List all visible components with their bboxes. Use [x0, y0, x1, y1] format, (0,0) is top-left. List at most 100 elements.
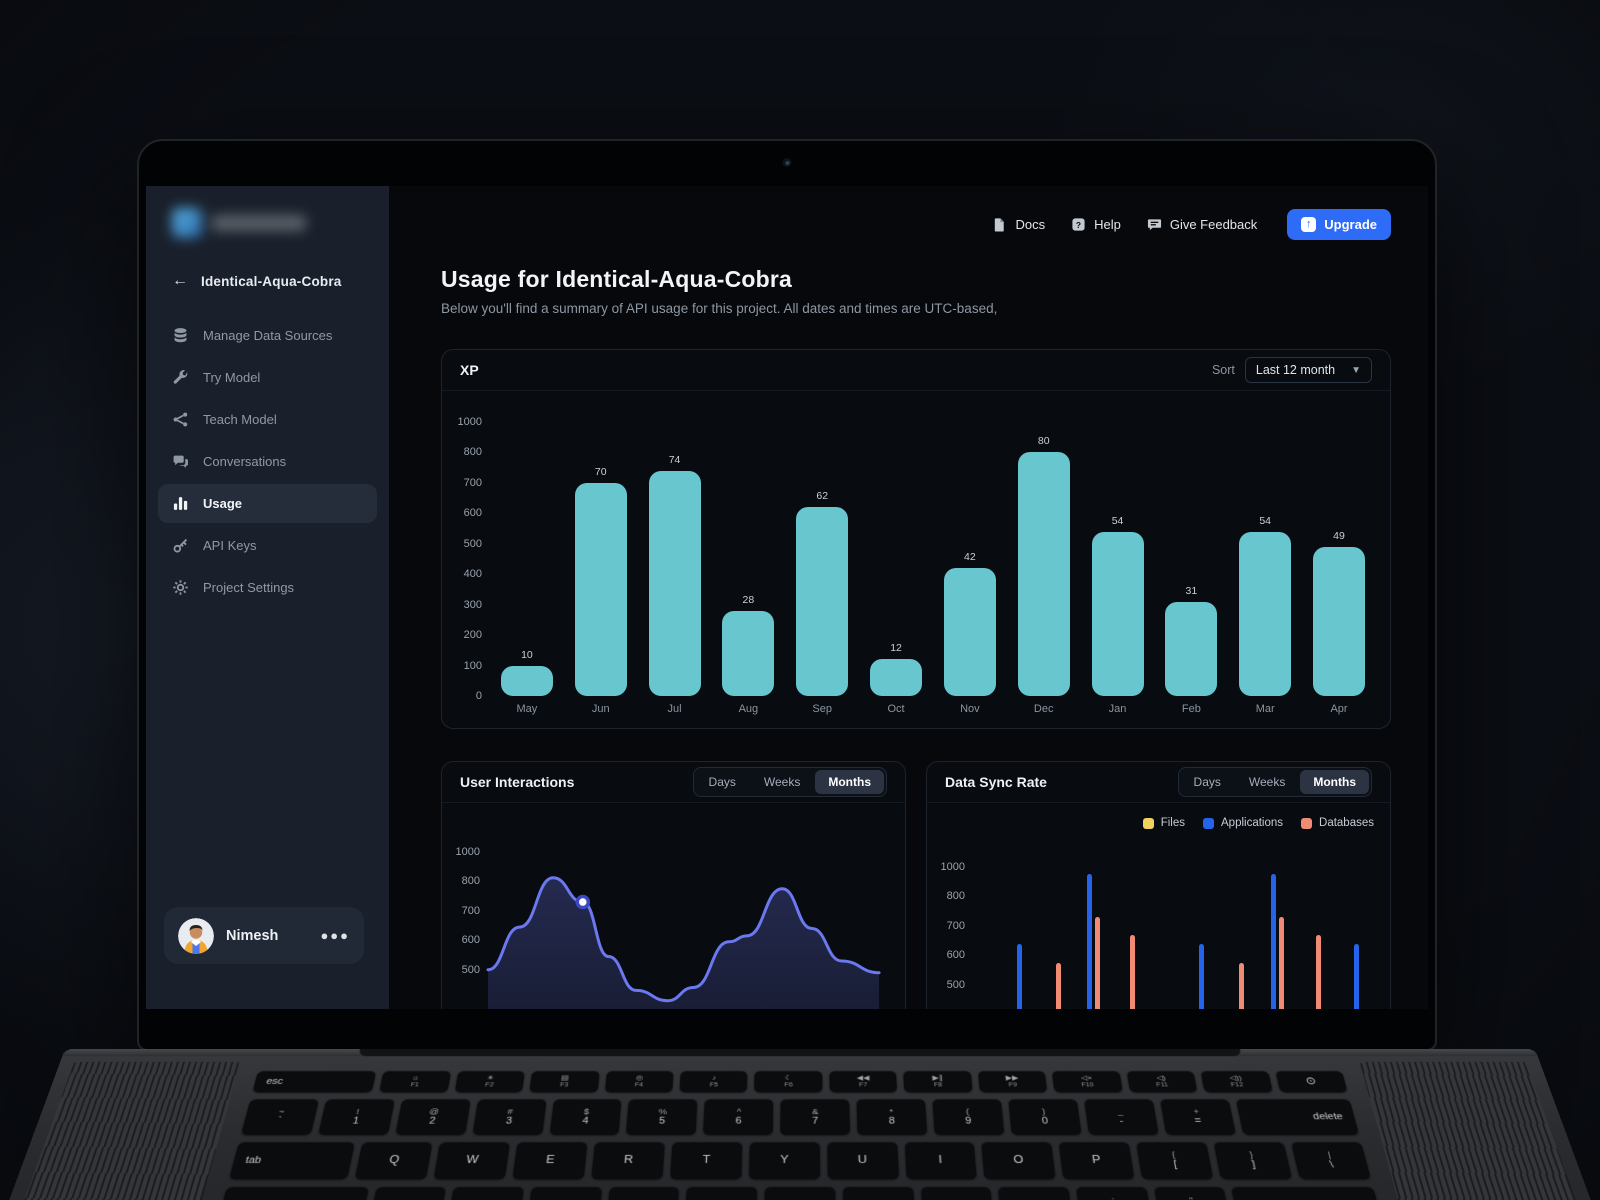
key-2[interactable]: @2 — [395, 1098, 471, 1135]
ds-bar-applications[interactable] — [1353, 943, 1359, 1009]
key-sym[interactable]: ~ ` — [240, 1098, 320, 1135]
key-delete[interactable]: delete — [1235, 1098, 1360, 1135]
key-o[interactable]: O — [981, 1141, 1057, 1180]
key-f4[interactable]: ◎ F4 — [604, 1070, 674, 1093]
user-interactions-tab-days[interactable]: Days — [708, 775, 736, 789]
key-s[interactable]: S — [447, 1186, 525, 1200]
key-q[interactable]: Q — [355, 1141, 433, 1180]
ds-bar-databases[interactable] — [1094, 917, 1100, 1009]
ds-bar-databases[interactable] — [1130, 934, 1136, 1009]
key-sym[interactable]: ⊙ — [1274, 1070, 1348, 1093]
key-w[interactable]: W — [433, 1141, 511, 1180]
key-f10[interactable]: ◁× F10 — [1051, 1070, 1123, 1093]
data-sync-tab-days[interactable]: Days — [1193, 775, 1221, 789]
key-f5[interactable]: ♪ F5 — [679, 1070, 748, 1093]
user-interactions-tab-weeks[interactable]: Weeks — [763, 775, 801, 789]
key-i[interactable]: I — [904, 1141, 978, 1180]
key-g[interactable]: G — [685, 1186, 758, 1200]
data-sync-tab-weeks[interactable]: Weeks — [1248, 775, 1286, 789]
give-feedback-link[interactable]: Give Feedback — [1147, 217, 1257, 232]
key-9[interactable]: (9 — [932, 1098, 1005, 1135]
key-sym[interactable]: _ - — [1083, 1098, 1159, 1135]
user-interactions-tab-months[interactable]: Months — [815, 770, 884, 794]
docs-link[interactable]: Docs — [992, 217, 1045, 232]
ellipsis-icon[interactable]: ●●● — [320, 928, 350, 943]
upgrade-button[interactable]: ↑ Upgrade — [1287, 208, 1391, 240]
sidebar-item-conversations[interactable]: Conversations — [158, 442, 377, 481]
key-u[interactable]: U — [826, 1141, 899, 1180]
sidebar-item-project-settings[interactable]: Project Settings — [158, 568, 377, 607]
xp-bar-jan[interactable]: 54 — [1091, 422, 1144, 696]
data-sync-tab-months[interactable]: Months — [1300, 770, 1369, 794]
key-j[interactable]: J — [842, 1186, 915, 1200]
arrow-left-icon[interactable]: ← — [172, 272, 188, 289]
sort-dropdown[interactable]: Last 12 month ▼ — [1244, 357, 1372, 383]
ds-bar-databases[interactable] — [1279, 917, 1285, 1009]
key-sym[interactable]: + = — [1159, 1098, 1236, 1135]
key-f7[interactable]: ◀◀ F7 — [829, 1070, 898, 1093]
key-f12[interactable]: ◁)) F12 — [1200, 1070, 1273, 1093]
ds-bar-applications[interactable] — [1016, 943, 1022, 1009]
key-f6[interactable]: ☾ F6 — [754, 1070, 823, 1093]
ds-bar-applications[interactable] — [1271, 874, 1277, 1009]
key-f2[interactable]: ☀ F2 — [454, 1070, 526, 1093]
xp-bar-dec[interactable]: 80 — [1017, 422, 1070, 696]
xp-bar-oct[interactable]: 12 — [870, 422, 923, 696]
key-f8[interactable]: ▶∥ F8 — [903, 1070, 973, 1093]
key-t[interactable]: T — [669, 1141, 743, 1180]
key-f9[interactable]: ▶▶ F9 — [977, 1070, 1048, 1093]
help-link[interactable]: ? Help — [1071, 217, 1121, 232]
key-0[interactable]: ) 0 — [1007, 1098, 1082, 1135]
key-f[interactable]: F — [605, 1186, 680, 1200]
sidebar-item-teach-model[interactable]: Teach Model — [158, 400, 377, 439]
key-f1[interactable]: ☼ F1 — [379, 1070, 451, 1093]
key-return[interactable]: return — [1231, 1186, 1384, 1200]
key-k[interactable]: K — [920, 1186, 995, 1200]
key-a[interactable]: A — [368, 1186, 447, 1200]
ds-bar-applications[interactable] — [1086, 874, 1092, 1009]
xp-bar-apr[interactable]: 49 — [1313, 422, 1366, 696]
key-sym[interactable]: {[ — [1136, 1141, 1214, 1180]
project-switcher[interactable]: ← Identical-Aqua-Cobra — [172, 272, 367, 290]
key-sym[interactable]: :; — [1075, 1186, 1153, 1200]
ds-bar-databases[interactable] — [1055, 962, 1061, 1009]
sidebar-item-api-keys[interactable]: API Keys — [158, 526, 377, 565]
key-f11[interactable]: ◁) F11 — [1126, 1070, 1198, 1093]
xp-bar-jun[interactable]: 70 — [574, 422, 627, 696]
ds-bar-databases[interactable] — [1238, 962, 1244, 1009]
xp-bar-feb[interactable]: 31 — [1165, 422, 1218, 696]
key-4[interactable]: $4 — [549, 1098, 623, 1135]
xp-bar-aug[interactable]: 28 — [722, 422, 775, 696]
key-1[interactable]: ! 1 — [317, 1098, 395, 1135]
sidebar-item-usage[interactable]: Usage — [158, 484, 377, 523]
key-p[interactable]: P — [1058, 1141, 1135, 1180]
xp-bar-jul[interactable]: 74 — [648, 422, 701, 696]
xp-bar-nov[interactable]: 42 — [943, 422, 996, 696]
sidebar-item-manage-data-sources[interactable]: Manage Data Sources — [158, 316, 377, 355]
xp-bar-mar[interactable]: 54 — [1239, 422, 1292, 696]
key-6[interactable]: ^ 6 — [703, 1098, 774, 1135]
xp-bar-may[interactable]: 10 — [500, 422, 553, 696]
key-3[interactable]: #3 — [472, 1098, 547, 1135]
ds-bar-databases[interactable] — [1315, 934, 1321, 1009]
ds-bar-applications[interactable] — [1198, 943, 1204, 1009]
key-esc[interactable]: esc — [252, 1070, 377, 1093]
key-r[interactable]: R — [591, 1141, 665, 1180]
key-sym[interactable]: | \ — [1290, 1141, 1371, 1180]
sidebar-item-try-model[interactable]: Try Model — [158, 358, 377, 397]
key-h[interactable]: H — [764, 1186, 836, 1200]
key-7[interactable]: & 7 — [780, 1098, 851, 1135]
xp-bar-sep[interactable]: 62 — [796, 422, 849, 696]
user-card[interactable]: Nimesh ●●● — [164, 907, 364, 964]
key-d[interactable]: D — [526, 1186, 602, 1200]
key-sym[interactable]: "' — [1153, 1186, 1232, 1200]
key-sym[interactable]: }] — [1213, 1141, 1293, 1180]
key-8[interactable]: * 8 — [856, 1098, 928, 1135]
key-y[interactable]: Y — [748, 1141, 820, 1180]
key-e[interactable]: E — [512, 1141, 588, 1180]
key-5[interactable]: % 5 — [626, 1098, 698, 1135]
key-tab[interactable]: tab — [228, 1141, 356, 1180]
key-capslock[interactable]: caps lock — [216, 1186, 369, 1200]
key-f3[interactable]: ▤ F3 — [529, 1070, 600, 1093]
key-l[interactable]: L — [998, 1186, 1074, 1200]
